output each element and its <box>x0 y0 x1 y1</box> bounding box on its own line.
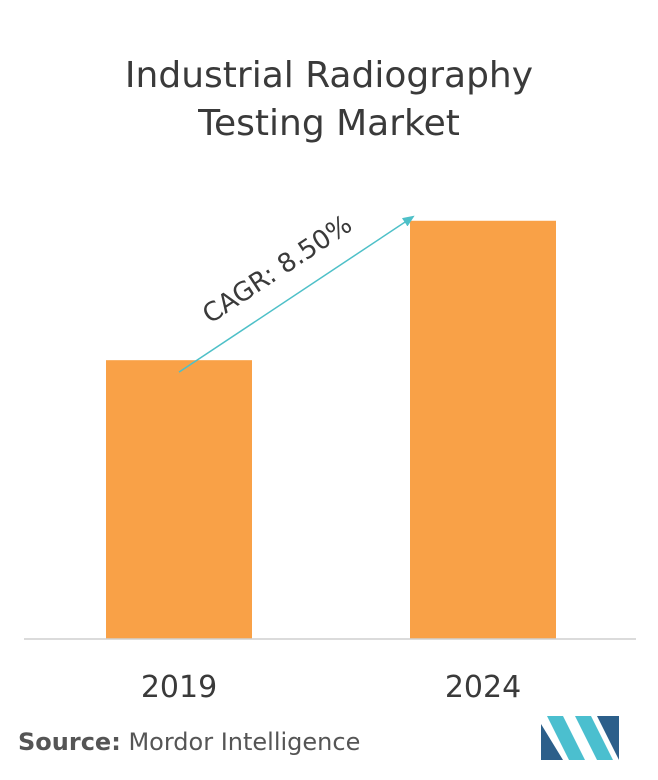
chart-title: Industrial Radiography Testing Market <box>0 52 658 148</box>
mordor-intelligence-logo-icon <box>541 716 619 760</box>
bar-2024 <box>410 220 556 639</box>
chart-title-line-2: Testing Market <box>198 103 460 144</box>
source-label: Source: <box>18 728 121 756</box>
source-note: Source: Mordor Intelligence <box>18 728 360 756</box>
x-tick-label-2024: 2024 <box>445 670 521 700</box>
x-tick-labels: 2019 2024 <box>141 670 521 700</box>
bar-chart: 2019 2024 CAGR: 8.50% <box>24 210 636 700</box>
bars-layer <box>106 220 556 639</box>
x-tick-label-2019: 2019 <box>141 670 217 700</box>
cagr-arrow <box>178 215 415 373</box>
bar-2019 <box>106 360 252 639</box>
source-text: Mordor Intelligence <box>128 728 361 756</box>
chart-title-line-1: Industrial Radiography <box>124 55 534 96</box>
